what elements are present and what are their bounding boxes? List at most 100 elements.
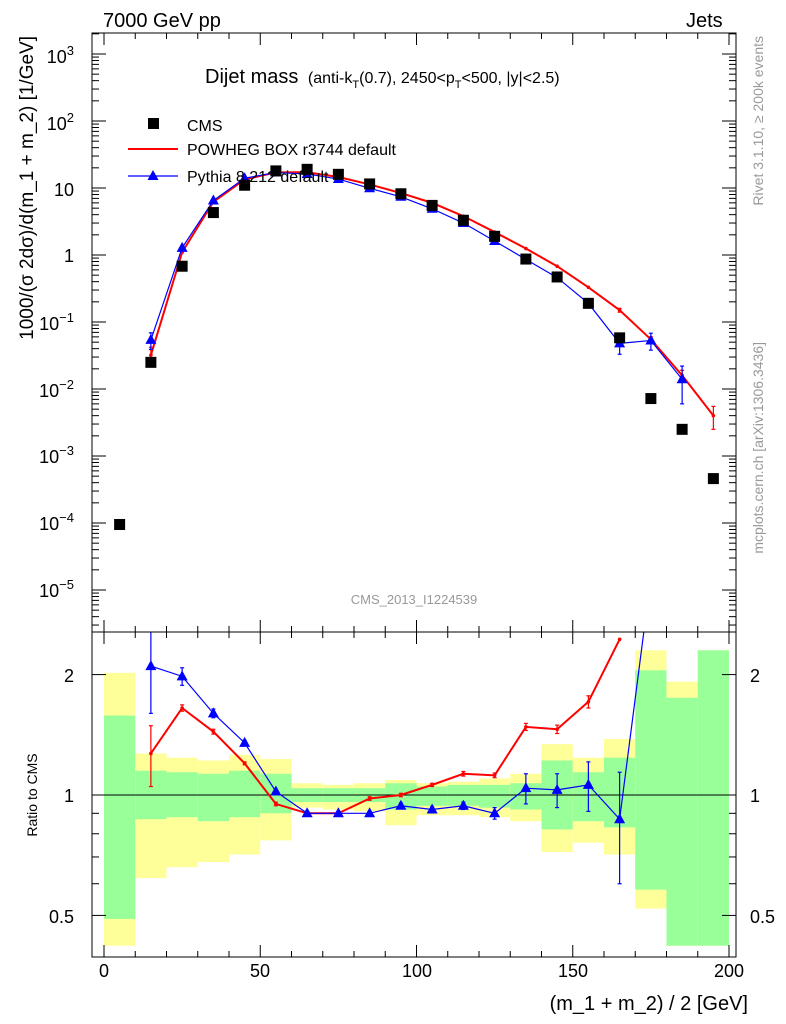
band-green — [197, 773, 229, 822]
cms-point — [614, 332, 626, 344]
mcplots-label: mcplots.cern.ch [arXiv:1306.3436] — [750, 342, 766, 554]
cms-point — [145, 356, 157, 368]
ratio-powheg-point — [524, 725, 528, 729]
ratio-pythia-point — [582, 778, 594, 789]
ratio-powheg-point — [149, 751, 153, 756]
main-series — [114, 163, 719, 530]
ratio-pythia-point — [301, 807, 313, 818]
ytick-1e0: 1 — [64, 246, 74, 266]
legend: CMS POWHEG BOX r3744 default Pythia 8.21… — [128, 118, 397, 186]
ratio-powheg-point — [586, 700, 591, 704]
ratio-ytick-2: 2 — [64, 666, 74, 686]
powheg-point — [586, 285, 591, 290]
ratio-powheg-point — [180, 706, 184, 710]
powheg-point — [555, 264, 559, 269]
ratio-powheg-point — [461, 771, 466, 776]
ratio-pythia-point — [395, 799, 407, 810]
powheg-point — [524, 246, 528, 251]
powheg-point — [149, 353, 153, 357]
cms-point — [301, 163, 313, 175]
ytick-1e2: 102 — [47, 110, 74, 134]
ratio-ytick-05: 0.5 — [49, 907, 74, 927]
ratio-ylabel: Ratio to CMS — [24, 753, 40, 836]
powheg-point — [617, 308, 622, 313]
xtick-150: 150 — [558, 961, 588, 981]
xtick-200: 200 — [714, 961, 744, 981]
ratio-ytick-labels: 2 1 0.5 2 1 0.5 — [49, 666, 775, 927]
ytick-1e-1: 10−1 — [39, 310, 74, 334]
cms-point — [707, 473, 719, 485]
ratio-ytick-1: 1 — [64, 786, 74, 806]
ratio-powheg-point — [242, 761, 247, 766]
pythia-point — [176, 241, 188, 252]
cms-point — [520, 253, 532, 265]
axis-ticks — [92, 33, 736, 957]
ratio-pythia-point — [426, 803, 438, 814]
ratio-pythia-point — [551, 783, 563, 794]
ratio-pythia-point — [332, 807, 344, 818]
ratio-powheg-point — [367, 796, 372, 801]
pythia-point — [645, 334, 657, 345]
cms-point — [176, 260, 188, 272]
ratio-pythia-point — [520, 782, 532, 793]
ratio-powheg-line — [150, 638, 621, 815]
xtick-labels: 0 50 100 150 200 — [99, 961, 744, 981]
pythia-point — [239, 172, 251, 183]
ratio-powheg-point — [617, 637, 622, 642]
cms-point — [457, 214, 469, 226]
ratio-powheg-point — [492, 773, 497, 778]
xtick-50: 50 — [250, 961, 270, 981]
main-title: Dijet mass (anti-kT(0.7), 2450<pT<500, |… — [205, 66, 560, 91]
header-left: 7000 GeV pp — [103, 10, 221, 32]
cms-point — [114, 518, 126, 530]
ratio-ytick-05-right: 0.5 — [750, 907, 775, 927]
ytick-1e-2: 10−2 — [39, 377, 74, 401]
ratio-powheg-point — [430, 783, 434, 787]
cms-point — [426, 199, 438, 211]
main-ytick-labels: 103 102 10 1 10−1 10−2 10−3 10−4 10−5 — [39, 43, 74, 601]
ytick-1e-4: 10−4 — [39, 510, 74, 534]
ratio-pythia-point — [489, 807, 501, 818]
cms-point — [364, 178, 376, 190]
pythia-point — [676, 373, 688, 384]
ratio-pythia-point — [207, 707, 219, 718]
ratio-powheg-point — [211, 729, 216, 734]
legend-cms-marker — [148, 118, 159, 129]
ratio-pythia-point — [270, 785, 282, 796]
band-green — [697, 650, 729, 946]
pythia-line — [150, 171, 683, 380]
band-green — [635, 670, 667, 890]
legend-pythia-marker — [147, 170, 159, 180]
cms-point — [207, 207, 219, 219]
cms-point — [551, 271, 563, 283]
band-green — [666, 697, 698, 946]
ytick-1e3: 103 — [47, 43, 74, 67]
ratio-powheg-point — [399, 793, 403, 797]
cms-point — [676, 423, 688, 435]
cms-point — [645, 393, 657, 405]
ratio-pythia-point — [239, 736, 251, 747]
ratio-pythia-point — [457, 799, 469, 810]
pythia-point — [207, 194, 219, 205]
ratio-pythia-point — [614, 813, 626, 824]
main-ylabel: 1000/(σ 2dσ)/d(m_1 + m_2) [1/GeV] — [17, 36, 38, 340]
ratio-pythia-point — [176, 670, 188, 681]
pythia-point — [145, 333, 157, 344]
legend-powheg-label: POWHEG BOX r3744 default — [187, 142, 397, 159]
cms-point — [332, 168, 344, 180]
rivet-label: Rivet 3.1.10, ≥ 200k events — [750, 36, 766, 206]
cms-point — [489, 230, 501, 242]
powheg-point — [711, 413, 716, 418]
ytick-1e-5: 10−5 — [39, 577, 74, 601]
analysis-watermark: CMS_2013_I1224539 — [351, 592, 478, 607]
xtick-0: 0 — [99, 961, 109, 981]
cms-point — [582, 297, 594, 309]
ratio-pythia-point — [145, 660, 157, 671]
ratio-powheg-point — [555, 727, 559, 732]
ratio-powheg-point — [274, 802, 278, 806]
band-green — [416, 786, 448, 806]
ratio-pythia-point — [364, 807, 376, 818]
ratio-ytick-1-right: 1 — [750, 786, 760, 806]
ratio-series — [145, 632, 645, 885]
